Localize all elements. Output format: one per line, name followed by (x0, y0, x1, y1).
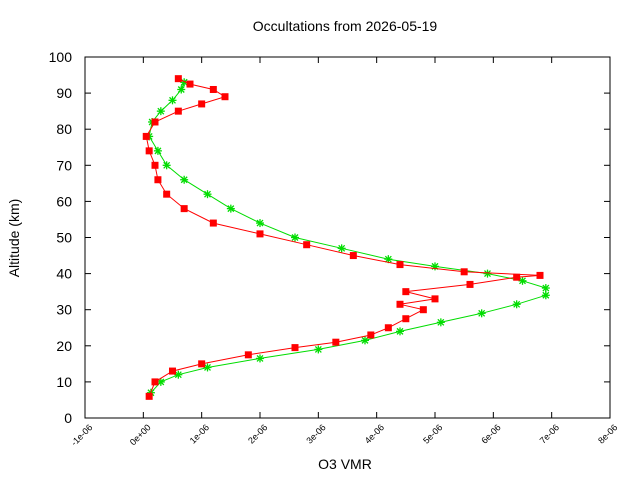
series-1-point (314, 345, 323, 354)
series-2-point (460, 268, 468, 276)
y-tick-label: 30 (56, 302, 72, 318)
y-tick-label: 0 (64, 410, 72, 426)
series-1-point (256, 354, 264, 363)
x-tick-label: 8e-06 (596, 422, 619, 445)
series-1-point (337, 244, 346, 253)
series-1-point (174, 370, 183, 379)
series-1-point (156, 107, 165, 116)
x-tick-label: 4e-06 (363, 422, 386, 445)
y-tick-label: 40 (56, 266, 72, 282)
series-2-point (244, 351, 252, 359)
chart-title: Occultations from 2026-05-19 (253, 18, 438, 34)
x-tick-label: -1e-06 (69, 422, 94, 447)
series-1-point (436, 318, 445, 327)
series-2-point (180, 205, 188, 213)
series-1-point (541, 291, 550, 300)
series-2-point (402, 288, 410, 296)
series-2-point (367, 331, 375, 339)
series-2-point (349, 252, 357, 260)
series-2-point (396, 300, 404, 308)
series-1-point (518, 276, 527, 285)
series-2-point (174, 75, 182, 83)
series-1-point (226, 204, 235, 213)
series-1-point (153, 146, 162, 155)
x-tick-label: 0e+00 (128, 422, 153, 447)
series-2-point (396, 261, 404, 269)
y-tick-label: 80 (56, 121, 72, 137)
series-2-point (513, 273, 521, 281)
series-1-point (396, 327, 404, 336)
series-2-point (198, 360, 206, 368)
series-2-point (151, 118, 159, 126)
series-2-point (536, 271, 544, 279)
y-tick-label: 100 (49, 49, 73, 65)
series-1-point (541, 284, 550, 293)
y-tick-label: 90 (56, 85, 72, 101)
series-2-line (145, 78, 541, 397)
series-2-point (303, 241, 311, 249)
series-1-point (203, 190, 212, 199)
series-1-point (256, 219, 264, 228)
series-2-point (221, 93, 229, 101)
series-1-point (477, 309, 486, 318)
series-2-point (169, 367, 176, 375)
y-tick-label: 50 (56, 230, 72, 246)
series-1-point (512, 300, 521, 309)
series-2-point (466, 280, 474, 288)
series-2-point (145, 392, 153, 400)
series-2-point (209, 85, 217, 93)
series-2-point (209, 219, 217, 227)
series-1-point (180, 175, 189, 184)
series-2-point (174, 107, 182, 115)
x-tick-label: 6e-06 (479, 422, 502, 445)
series-2-point (198, 100, 206, 108)
series-2-point (332, 338, 340, 346)
series-2-point (291, 344, 299, 352)
y-tick-label: 60 (56, 193, 72, 209)
x-tick-label: 1e-06 (188, 422, 211, 445)
series-1-point (291, 233, 299, 242)
series-1-point (203, 363, 212, 372)
series-2-point (163, 190, 171, 198)
y-tick-label: 20 (56, 338, 72, 354)
x-tick-label: 3e-06 (304, 422, 327, 445)
x-tick-label: 7e-06 (538, 422, 561, 445)
x-tick-label: 5e-06 (421, 422, 444, 445)
y-axis: 0 10 20 30 40 50 60 70 80 90 100 (49, 49, 610, 426)
series-1-point (162, 161, 171, 170)
series-2-point (142, 132, 150, 140)
series-1-point (361, 336, 369, 345)
x-axis-label: O3 VMR (318, 456, 372, 472)
series-1-point (177, 85, 186, 94)
series-2-point (384, 324, 392, 332)
plot-area (84, 56, 611, 419)
series-2-point (151, 378, 159, 386)
series-1-point (483, 269, 492, 278)
series-1-point (168, 96, 177, 105)
y-tick-label: 10 (56, 374, 72, 390)
series-2-point (256, 230, 264, 238)
series-2-point (151, 161, 159, 169)
series-2-point (431, 295, 439, 303)
series-2-point (419, 306, 427, 314)
y-axis-label: Altitude (km) (6, 199, 22, 278)
series-2-point (145, 147, 153, 155)
x-tick-label: 2e-06 (246, 422, 269, 445)
y-tick-label: 70 (56, 157, 72, 173)
series-2-point (154, 176, 162, 184)
series-2-point (402, 315, 410, 323)
series-layer (142, 75, 550, 400)
series-2-point (186, 80, 194, 88)
